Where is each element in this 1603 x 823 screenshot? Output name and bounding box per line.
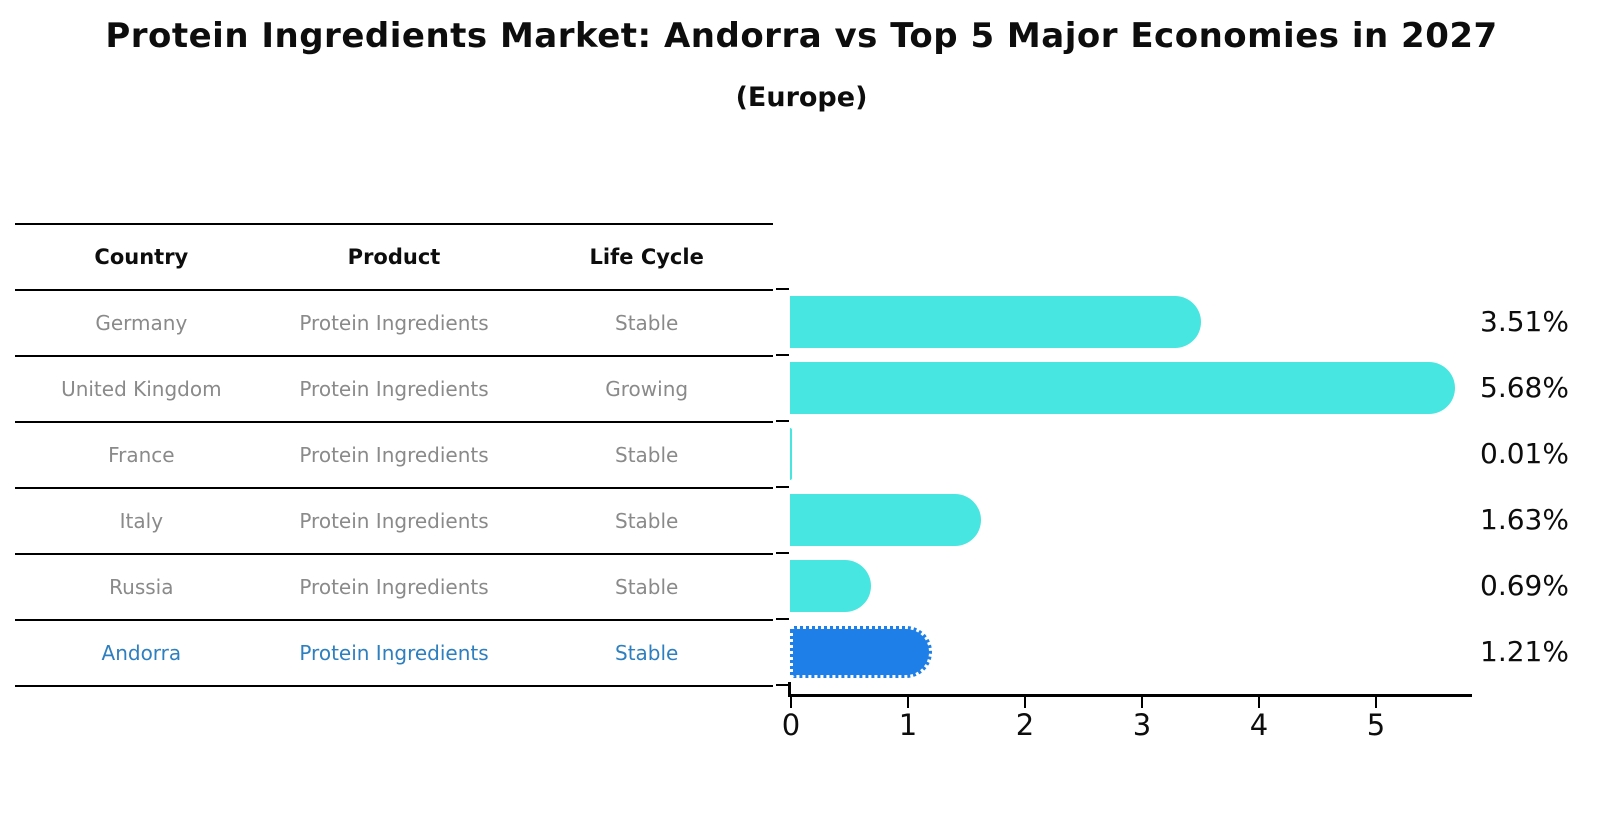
table-header-row: Country Product Life Cycle: [15, 225, 773, 291]
y-tick: [776, 354, 789, 356]
x-tick-label-1: 1: [898, 708, 918, 742]
table-row: Germany Protein Ingredients Stable: [15, 291, 773, 357]
table-row: Russia Protein Ingredients Stable: [15, 555, 773, 621]
country-table: Country Product Life Cycle Germany Prote…: [15, 223, 773, 687]
value-label-united-kingdom: 5.68%: [1480, 371, 1569, 404]
x-tick-label-2: 2: [1015, 708, 1035, 742]
y-tick: [776, 420, 789, 422]
x-tick-0: [790, 697, 792, 708]
value-label-russia: 0.69%: [1480, 569, 1569, 602]
value-label-andorra: 1.21%: [1480, 635, 1569, 668]
column-header-country: Country: [94, 245, 189, 269]
cell-product: Protein Ingredients: [299, 509, 489, 533]
table-row-highlight-andorra: Andorra Protein Ingredients Stable: [15, 621, 773, 687]
cell-product: Protein Ingredients: [299, 443, 489, 467]
x-tick-5: [1375, 697, 1377, 708]
chart-title: Protein Ingredients Market: Andorra vs T…: [105, 16, 1498, 56]
x-tick-4: [1258, 697, 1260, 708]
cell-product: Protein Ingredients: [299, 641, 489, 665]
x-tick-1: [907, 697, 909, 708]
bar-italy: [790, 494, 981, 546]
column-header-product: Product: [347, 245, 441, 269]
bar-andorra: [790, 626, 932, 678]
cell-product: Protein Ingredients: [299, 377, 489, 401]
x-axis-line: [788, 694, 1472, 697]
x-tick-label-0: 0: [781, 708, 801, 742]
cell-life-cycle: Stable: [615, 575, 679, 599]
cell-country: Andorra: [101, 641, 182, 665]
value-label-france: 0.01%: [1480, 437, 1569, 470]
cell-life-cycle: Stable: [615, 641, 679, 665]
x-tick-label-3: 3: [1132, 708, 1152, 742]
cell-country: Germany: [95, 311, 188, 335]
table-row: United Kingdom Protein Ingredients Growi…: [15, 357, 773, 423]
table-row: France Protein Ingredients Stable: [15, 423, 773, 489]
y-tick: [776, 288, 789, 290]
cell-life-cycle: Stable: [615, 509, 679, 533]
cell-country: France: [108, 443, 175, 467]
cell-product: Protein Ingredients: [299, 311, 489, 335]
y-tick: [776, 552, 789, 554]
table-row: Italy Protein Ingredients Stable: [15, 489, 773, 555]
x-tick-2: [1024, 697, 1026, 708]
y-tick: [776, 684, 789, 686]
x-axis-corner: [788, 682, 791, 696]
y-tick: [776, 618, 789, 620]
chart-subtitle: (Europe): [735, 82, 868, 113]
x-tick-3: [1141, 697, 1143, 708]
cell-life-cycle: Growing: [605, 377, 689, 401]
bar-france: [790, 428, 792, 480]
bar-russia: [790, 560, 871, 612]
value-label-germany: 3.51%: [1480, 305, 1569, 338]
value-label-italy: 1.63%: [1480, 503, 1569, 536]
column-header-life-cycle: Life Cycle: [589, 245, 704, 269]
x-tick-label-4: 4: [1249, 708, 1269, 742]
cell-country: Italy: [119, 509, 164, 533]
cell-product: Protein Ingredients: [299, 575, 489, 599]
y-tick: [776, 486, 789, 488]
cell-country: United Kingdom: [61, 377, 222, 401]
cell-life-cycle: Stable: [615, 443, 679, 467]
bar-united-kingdom: [790, 362, 1455, 414]
cell-country: Russia: [109, 575, 174, 599]
bar-germany: [790, 296, 1201, 348]
cell-life-cycle: Stable: [615, 311, 679, 335]
x-tick-label-5: 5: [1366, 708, 1386, 742]
